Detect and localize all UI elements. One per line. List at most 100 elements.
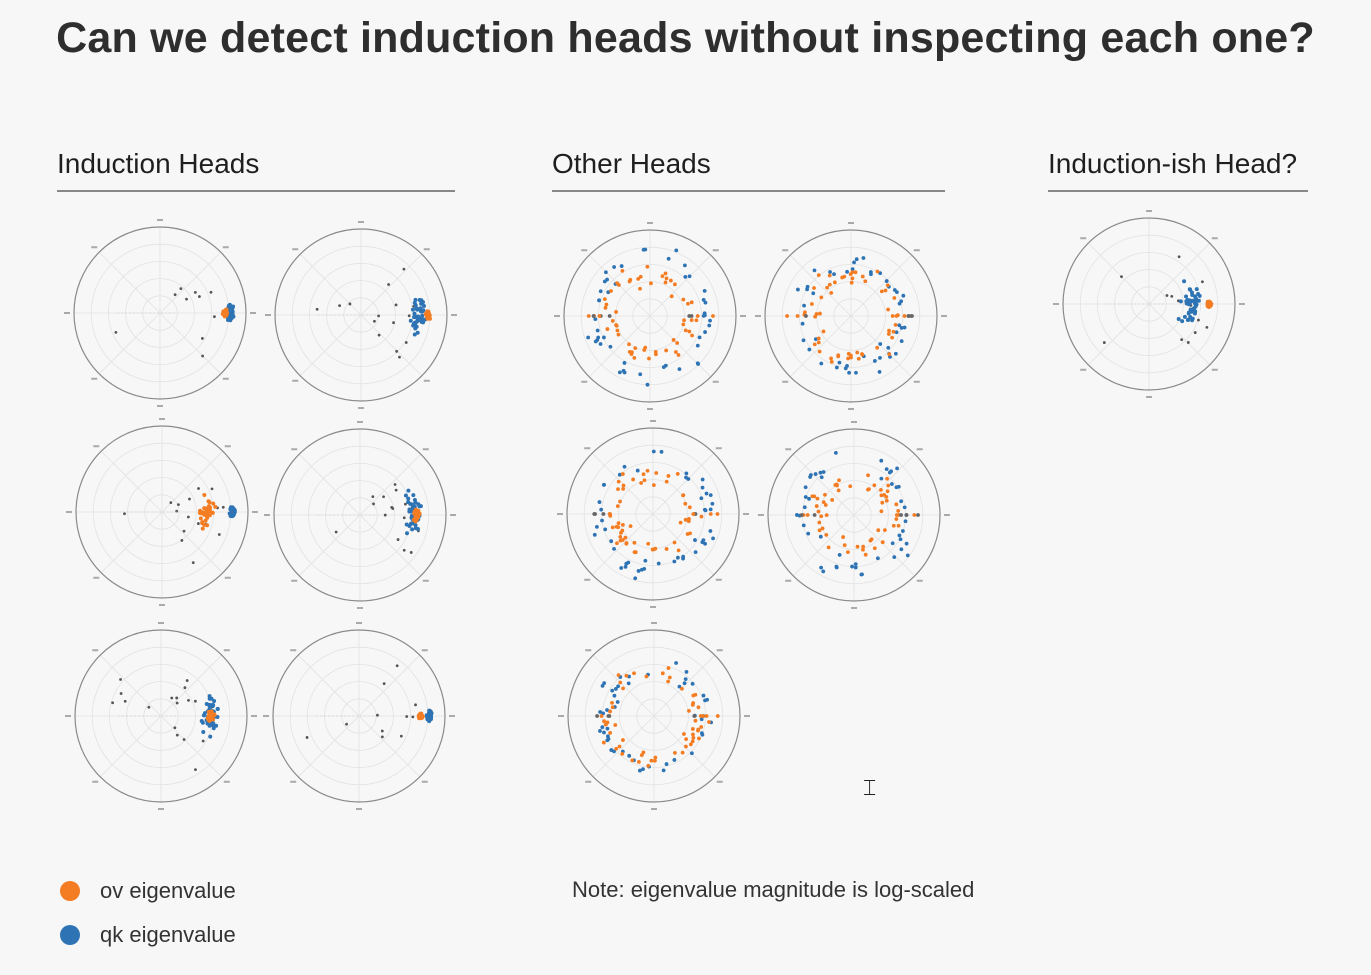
scatter-point-qk [211,726,216,731]
polar-grid-spoke [652,513,715,576]
polar-angle-tick [581,249,588,252]
scatter-point-ov [653,758,657,763]
scatter-point-ov [820,526,825,531]
scatter-point-ov [689,318,694,322]
scatter-point [119,678,122,681]
polar-grid-spoke [789,254,852,317]
scatter-point-axis [691,512,696,516]
scatter-point-qk [635,468,640,473]
polar-angle-tick [851,421,857,423]
scatter-point [315,307,319,311]
polar-outer-ring [1062,217,1236,391]
scatter-point-ov [602,297,607,302]
polar-angle-tick [647,222,653,224]
scatter-point [170,696,174,700]
scatter-point-qk [677,684,682,689]
scatter-point-qk [427,719,432,724]
scatter-point-axis [689,314,694,318]
scatter-point-ov [861,547,865,552]
qk-legend-marker [60,925,80,945]
scatter-point-qk [613,687,618,691]
polar-angle-tick [264,514,270,516]
scatter-point-qk [879,458,884,463]
scatter-point-qk [1182,279,1187,284]
polar-grid-spoke [160,715,223,778]
scatter-point-ov [892,296,897,300]
scatter-point [334,530,338,534]
scatter-point-qk [413,523,418,528]
scatter-point-axis [785,314,789,318]
scatter-point-qk [892,555,897,560]
scatter-point [183,686,187,690]
scatter-point [1165,294,1169,297]
scatter-point-ov [882,528,887,533]
scatter-point-qk [894,330,899,335]
scatter-point-ov [676,353,681,357]
scatter-point [377,314,380,318]
scatter-point-ov [688,531,692,536]
scatter-point-ov [641,472,646,477]
qk-legend-label: qk eigenvalue [100,922,236,947]
scatter-point-qk [624,561,629,566]
scatter-point [394,488,398,492]
scatter-point-qk [687,274,692,279]
polar-angle-tick [265,314,271,316]
polar-angle-tick [291,448,298,451]
scatter-point-qk [801,523,806,528]
scatter-point-qk [902,505,907,510]
scatter-point [1200,280,1204,284]
polar-angle-tick [224,445,231,448]
scatter-point-axis [692,714,697,718]
scatter-point-qk [896,484,901,489]
scatter-point-ov [614,746,619,751]
polar-angle-tick [158,808,164,810]
polar-outer-ring [74,629,248,803]
scatter-point-qk [406,496,411,501]
scatter-point-ov [200,520,205,525]
scatter-point-qk [884,467,889,472]
polar-plot [554,222,746,410]
scatter-point-ov [689,300,694,305]
scatter-point-qk [656,561,661,566]
scatter-point-qk [408,318,413,323]
scatter-point-qk [708,318,712,323]
scatter-point-qk [617,370,622,375]
scatter-point-qk [903,519,908,524]
scatter-point-qk [893,351,898,356]
scatter-point-qk [598,289,603,294]
scatter-point-qk [413,297,418,302]
scatter-point-axis [595,714,599,718]
scatter-point-ov [849,355,853,360]
polar-angle-tick [450,514,456,516]
scatter-point-qk [1187,298,1192,303]
polar-angle-tick [290,649,297,652]
scatter-point-ov [616,479,621,484]
scatter-point-axis [593,512,597,516]
scatter-point [185,679,189,682]
scatter-point-qk [1193,304,1198,309]
scatter-point-ov [887,328,891,333]
scatter-point-ov [639,753,644,758]
other-heads-label: Other Heads [552,148,711,179]
polar-outer-ring [272,629,446,803]
scatter-point-qk [701,298,706,302]
log-scale-note: Note: eigenvalue magnitude is log-scaled [572,877,975,902]
scatter-point-ov [207,513,212,518]
scatter-point-qk [408,501,413,506]
scatter-point-qk [892,288,897,292]
polar-angle-tick [715,447,722,450]
polar-angle-tick [358,407,364,409]
scatter-point-axis [607,714,612,718]
scatter-point-axis [601,512,606,516]
scatter-point-ov [836,488,841,493]
scatter-point-qk [626,681,631,686]
scatter-point-qk [638,768,642,773]
polar-grid-spoke [649,254,712,317]
scatter-point [1170,294,1174,298]
scatter-point-qk [905,553,910,558]
scatter-point-ov [616,487,620,491]
scatter-point-qk [672,559,677,564]
scatter-point-ov [680,750,685,755]
scatter-point-ov [816,273,821,278]
scatter-point-qk [684,471,689,476]
